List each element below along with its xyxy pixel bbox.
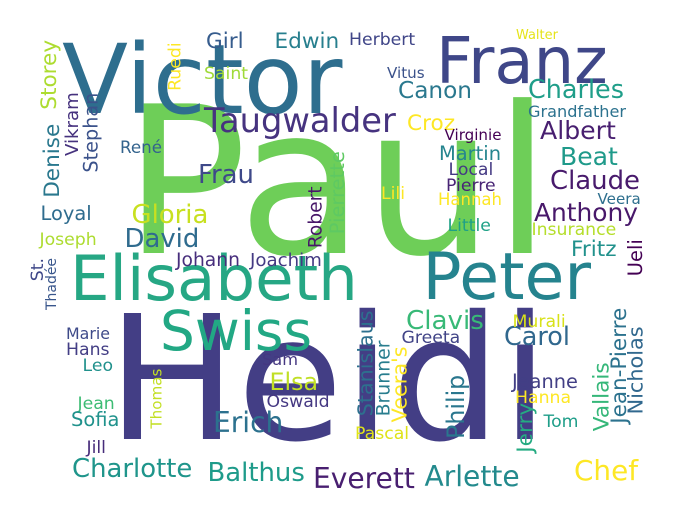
word-carol: Carol [504, 321, 570, 352]
word-thomas: Thomas [147, 368, 166, 429]
word-greeta: Greeta [401, 327, 461, 348]
word-beat: Beat [560, 141, 618, 171]
word-local: Local [448, 159, 494, 180]
word-leo: Leo [82, 355, 114, 376]
word-johann: Johann [176, 249, 240, 271]
word-denise: Denise [40, 123, 66, 198]
word-paul: Paul [123, 63, 551, 302]
word-little: Little [447, 215, 491, 236]
word-pierre: Pierre [446, 175, 496, 196]
word-murali: Murali [512, 311, 566, 332]
word-frau: Frau [198, 160, 254, 190]
word-loyal: Loyal [40, 201, 92, 225]
word-veera: Veera [597, 189, 641, 208]
word-david: David [124, 224, 200, 254]
word-sofia: Sofia [71, 407, 120, 431]
word-peter: Peter [422, 239, 592, 315]
word-marie: Marie [66, 324, 110, 343]
word-fritz: Fritz [571, 237, 617, 262]
word-taugwalder: Taugwalder [204, 101, 396, 140]
word-erich: Erich [213, 406, 284, 439]
word-gloria: Gloria [131, 200, 209, 230]
word-franz: Franz [436, 25, 608, 99]
word-insurance: Insurance [531, 219, 617, 240]
word-chef: Chef [574, 454, 638, 487]
word-swiss: Swiss [160, 298, 313, 363]
word-oswald: Oswald [266, 391, 330, 412]
word-charles: Charles [528, 74, 624, 105]
word-stephan: Stephan [79, 92, 103, 173]
word-joseph: Joseph [39, 229, 97, 250]
word-ueli: Ueli [623, 238, 647, 276]
word-nicholas: Nicholas [623, 325, 648, 414]
word-croz: Croz [407, 111, 456, 136]
word-albert: Albert [540, 115, 616, 145]
word-pierrette: Pierrette [325, 150, 349, 234]
word-charlotte: Charlotte [72, 454, 193, 484]
word-jerry: Jerry [513, 402, 539, 453]
word-hanna: Hanna [515, 387, 572, 408]
word-hannah: Hannah [438, 190, 502, 209]
word-pascal: Pascal [355, 423, 410, 444]
word-arlette: Arlette [424, 460, 520, 493]
word-lili: Lili [381, 183, 406, 204]
word-rene: René [120, 136, 163, 157]
word-ruedi: Ruedi [165, 41, 186, 91]
word-victor: Victor [62, 22, 343, 136]
word-anthony: Anthony [534, 197, 639, 227]
word-jean: Jean [77, 393, 115, 414]
word-canon: Canon [398, 76, 472, 104]
word-clavis: Clavis [406, 306, 484, 336]
word-walter: Walter [516, 27, 558, 43]
word-girl: Girl [206, 29, 244, 54]
word-heidi: Heidi [107, 278, 549, 480]
word-vitus: Vitus [387, 63, 425, 82]
word-tom: Tom [543, 411, 579, 432]
word-balthus: Balthus [207, 458, 305, 488]
word-hans: Hans [66, 339, 110, 360]
word-saint: Saint [204, 63, 249, 84]
word-elsa: Elsa [269, 368, 319, 396]
word-everett: Everett [313, 462, 415, 495]
word-herbert: Herbert [349, 29, 416, 50]
word-veeras: Veera's [387, 345, 412, 422]
word-grandfather: Grandfather [528, 102, 627, 121]
word-claude: Claude [550, 166, 640, 196]
word-jeanne: Jeanne [512, 369, 578, 393]
word-jill: Jill [86, 437, 106, 458]
word-storey: Storey [37, 39, 63, 110]
word-virginie: Virginie [444, 125, 502, 144]
word-elisabeth: Elisabeth [70, 241, 358, 315]
word-sam: Sam [262, 350, 298, 369]
word-thadee: Thadée [44, 257, 61, 310]
word-edwin: Edwin [274, 29, 340, 54]
word-joachim: Joachim [250, 250, 322, 271]
word-robert: Robert [305, 185, 327, 248]
word-philip: Philip [442, 374, 471, 440]
word-martin: Martin [439, 141, 502, 165]
